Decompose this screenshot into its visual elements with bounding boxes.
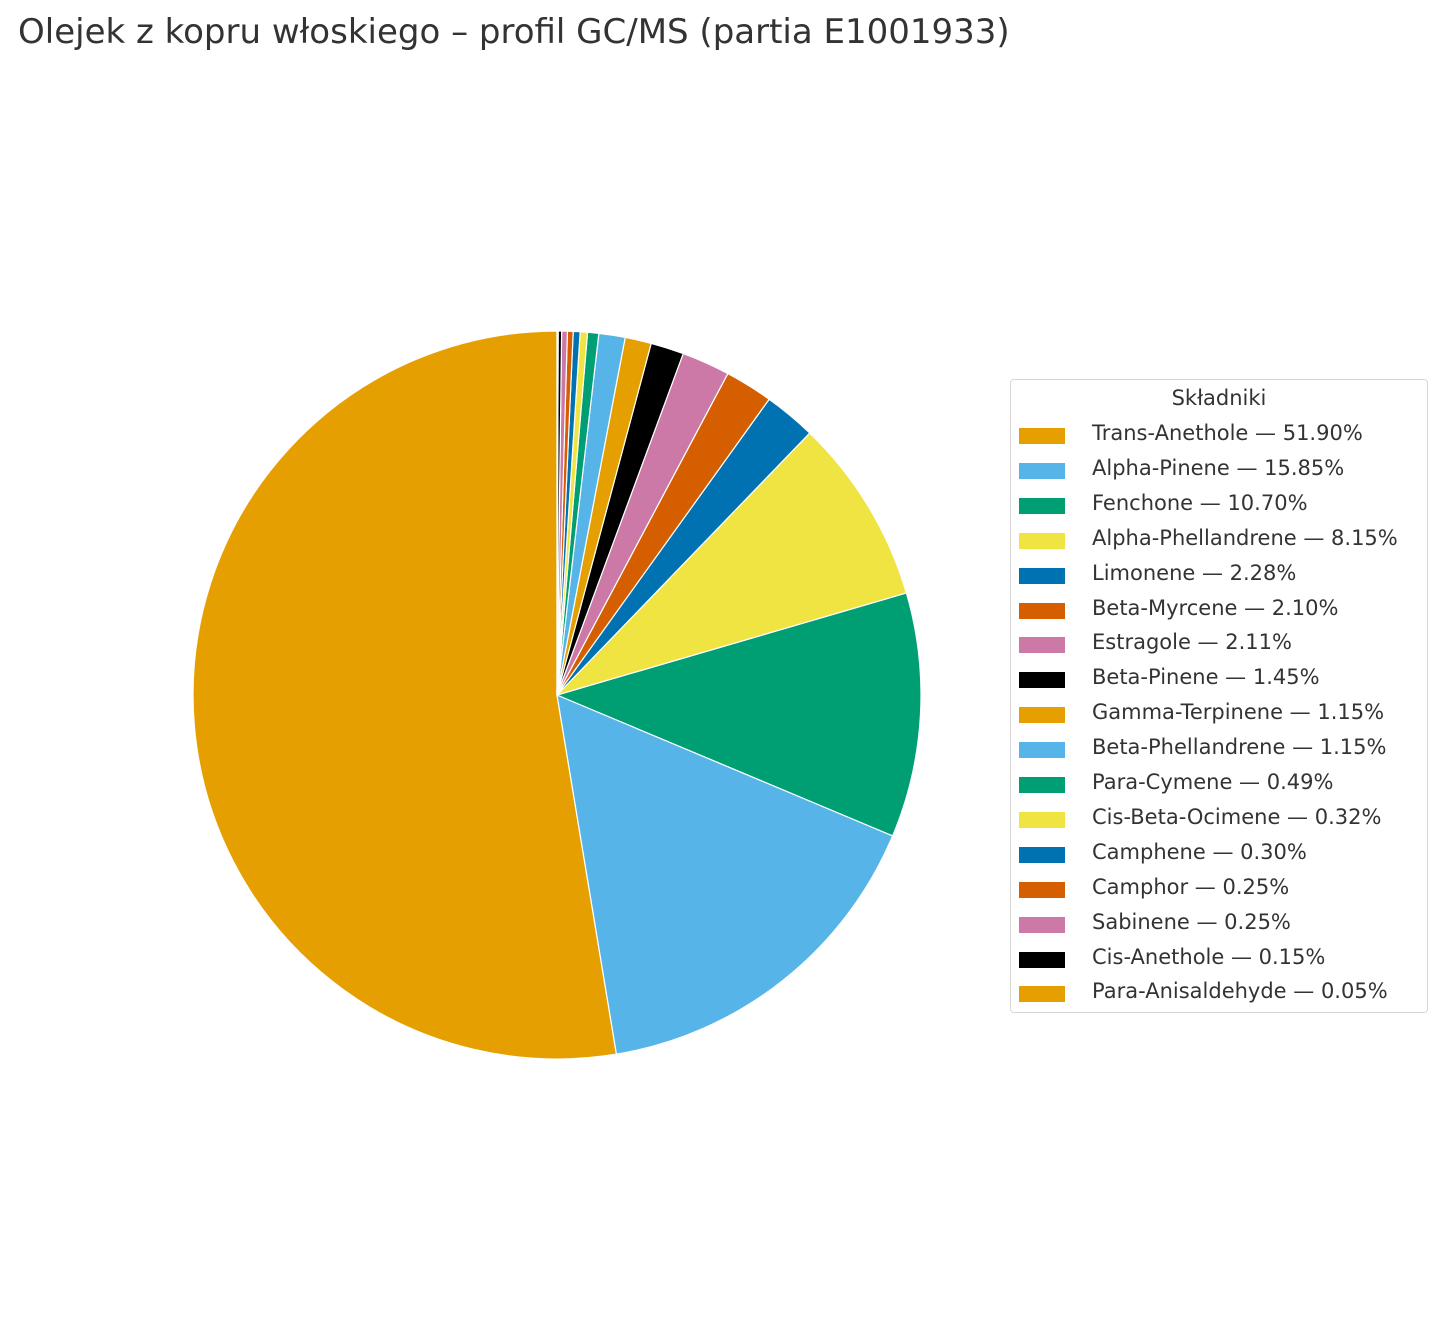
pie-slice-fenchone [556, 592, 922, 837]
legend-label: Beta-Phellandrene — 1.15% [1092, 735, 1387, 760]
legend-swatch [1019, 742, 1065, 759]
legend-swatch [1019, 881, 1065, 898]
legend-title: Składniki [1171, 386, 1267, 410]
legend-label: Camphene — 0.30% [1092, 839, 1307, 864]
legend-label: Cis-Beta-Ocimene — 0.32% [1092, 804, 1382, 829]
legend-label: Sabinene — 0.25% [1092, 909, 1291, 934]
legend: Składniki Trans-Anethole — 51.90% Alpha-P… [1010, 379, 1428, 1013]
legend-entry: Trans-Anethole — 51.90% [1019, 420, 1424, 450]
legend-swatch [1019, 428, 1065, 444]
legend-label: Camphor — 0.25% [1092, 874, 1290, 899]
legend-swatch [1019, 811, 1065, 828]
legend-swatch [1019, 602, 1065, 619]
legend-entry: Cis-Beta-Ocimene — 0.32% [1019, 804, 1424, 834]
legend-entry: Camphor — 0.25% [1019, 874, 1424, 904]
pie-slice-alpha-phellandrene [556, 432, 907, 696]
legend-swatch [1019, 777, 1065, 793]
legend-label: Cis-Anethole — 0.15% [1092, 944, 1326, 969]
legend-swatch [1019, 637, 1065, 654]
legend-swatch [1019, 497, 1065, 514]
legend-swatch [1019, 462, 1065, 479]
legend-entry: Estragole — 2.11% [1019, 629, 1424, 659]
legend-label: Para-Cymene — 0.49% [1092, 770, 1334, 794]
legend-entry: Para-Cymene — 0.49% [1019, 769, 1424, 799]
legend-swatch [1019, 951, 1065, 968]
legend-entry: Alpha-Phellandrene — 8.15% [1019, 525, 1424, 555]
legend-label: Beta-Pinene — 1.45% [1092, 665, 1320, 690]
legend-entry: Fenchone — 10.70% [1019, 490, 1424, 520]
legend-label: Gamma-Terpinene — 1.15% [1092, 700, 1385, 725]
legend-swatch [1019, 846, 1065, 863]
legend-entry: Beta-Myrcene — 2.10% [1019, 595, 1424, 625]
chart-title: Olejek z kopru włoskiego – profil GC/MS … [18, 12, 1010, 52]
legend-entry: Beta-Pinene — 1.45% [1019, 664, 1424, 694]
legend-swatch [1019, 672, 1065, 689]
legend-swatch [1019, 986, 1065, 1003]
pie-slice-trans-anethole [192, 330, 618, 1060]
legend-swatch [1019, 532, 1065, 549]
legend-entry: Sabinene — 0.25% [1019, 909, 1424, 939]
legend-entry: Alpha-Pinene — 15.85% [1019, 455, 1424, 485]
legend-entry: Camphene — 0.30% [1019, 839, 1424, 869]
legend-label: Alpha-Pinene — 15.85% [1092, 455, 1345, 480]
legend-label: Estragole — 2.11% [1092, 630, 1292, 655]
legend-label: Trans-Anethole — 51.90% [1092, 421, 1363, 445]
pie-slices [192, 330, 922, 1060]
legend-entry: Gamma-Terpinene — 1.15% [1019, 699, 1424, 729]
legend-swatch [1019, 567, 1065, 584]
legend-label: Alpha-Phellandrene — 8.15% [1092, 525, 1398, 550]
legend-label: Fenchone — 10.70% [1092, 490, 1308, 515]
legend-entry: Limonene — 2.28% [1019, 560, 1424, 590]
legend-label: Beta-Myrcene — 2.10% [1092, 595, 1339, 620]
legend-label: Para-Anisaldehyde — 0.05% [1092, 979, 1388, 1004]
legend-swatch [1019, 916, 1065, 933]
legend-entry: Cis-Anethole — 0.15% [1019, 944, 1424, 974]
legend-entry: Beta-Phellandrene — 1.15% [1019, 734, 1424, 764]
pie-slice-alpha-pinene [556, 694, 894, 1055]
legend-label: Limonene — 2.28% [1092, 560, 1297, 585]
pie-slice-para-anisaldehyde [556, 330, 559, 696]
legend-entry: Para-Anisaldehyde — 0.05% [1019, 978, 1424, 1008]
legend-swatch [1019, 707, 1065, 724]
